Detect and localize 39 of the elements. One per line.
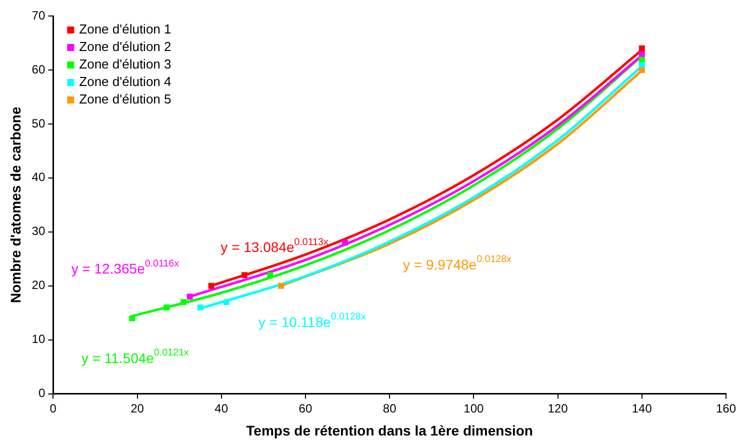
y-tick-label: 50 [32, 116, 46, 130]
y-tick-label: 10 [32, 332, 46, 346]
x-tick-label: 100 [464, 401, 484, 416]
point [208, 282, 214, 289]
legend-label: Zone d'élution 5 [79, 92, 172, 107]
y-axis-title: Nombre d'atomes de carbone [7, 106, 24, 304]
y-tick-label: 60 [32, 62, 46, 76]
y-tick-label: 20 [32, 278, 46, 292]
y-tick-label: 70 [32, 8, 46, 22]
legend-label: Zone d'élution 3 [79, 56, 172, 72]
x-tick-label: 60 [298, 401, 312, 416]
y-tick-label: 40 [32, 170, 46, 184]
x-tick-label: 40 [214, 401, 228, 416]
y-tick-label: 0 [38, 386, 46, 400]
legend-label: Zone d'élution 2 [79, 39, 172, 54]
legend-label: Zone d'élution 4 [79, 74, 172, 90]
x-tick-label: 120 [548, 401, 568, 416]
point [638, 62, 645, 68]
x-axis-title: Temps de rétention dans la 1ère dimension [246, 422, 533, 438]
x-tick-label: 80 [382, 401, 397, 416]
point [223, 299, 230, 306]
legend-label: Zone d'élution 1 [79, 22, 172, 37]
point [342, 240, 348, 246]
point [267, 272, 274, 278]
x-tick-label: 140 [632, 401, 652, 416]
point [638, 50, 645, 57]
point [278, 282, 284, 289]
point [180, 299, 186, 306]
x-tick-label: 20 [130, 401, 144, 416]
point [638, 66, 645, 73]
y-tick-label: 30 [32, 224, 46, 238]
point [164, 304, 170, 310]
x-tick-label: 0 [50, 401, 57, 416]
x-tick-label: 160 [716, 401, 736, 416]
point [186, 294, 193, 300]
point [129, 315, 136, 322]
point [197, 304, 204, 310]
point [242, 272, 248, 278]
point [638, 45, 645, 52]
